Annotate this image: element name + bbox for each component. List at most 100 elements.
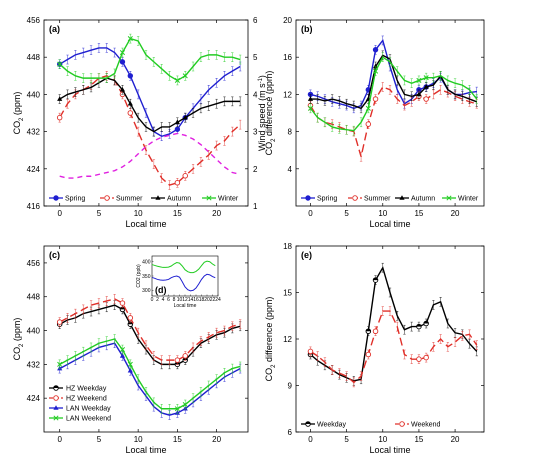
data-point	[182, 114, 188, 120]
legend-entry: HZ Weekend	[66, 396, 107, 403]
x-tick-label: 20	[212, 435, 221, 444]
data-point	[174, 126, 181, 132]
inset-y-axis-label: CO2 (ppb)	[136, 264, 142, 288]
y2-tick-label: 1	[253, 202, 258, 211]
inset-x-tick-label: 0	[151, 297, 154, 303]
series-line	[59, 298, 241, 361]
inset-y-tick-label: 300	[142, 288, 151, 294]
legend-marker-fill	[53, 385, 59, 388]
legend-entry: Spring	[317, 196, 337, 203]
y-tick-label: 6	[288, 428, 293, 437]
y-tick-label: 20	[283, 16, 292, 25]
x-tick-label: 5	[344, 435, 349, 444]
y-axis-label: CO2 (ppm)	[12, 318, 25, 361]
y-tick-label: 4	[288, 165, 293, 174]
legend-marker	[399, 195, 405, 200]
x-tick-label: 5	[97, 209, 102, 218]
y-tick-label: 12	[283, 335, 292, 344]
data-point	[127, 73, 134, 79]
data-point	[119, 347, 126, 353]
data-point	[57, 96, 63, 101]
data-point	[182, 173, 188, 179]
plot-frame	[295, 245, 485, 433]
inset-y-tick-label: 350	[142, 274, 151, 280]
data-point	[174, 406, 180, 412]
series-spring	[307, 35, 478, 114]
data-point	[56, 114, 63, 121]
x-tick-label: 20	[212, 209, 221, 218]
legend-marker	[399, 421, 405, 427]
series-hz-weekend	[56, 294, 242, 365]
series-line	[59, 342, 241, 416]
panel-label: (e)	[301, 250, 312, 260]
y-tick-label: 16	[283, 53, 292, 62]
data-point	[307, 96, 314, 101]
y-tick-label: 440	[27, 90, 41, 99]
x-axis-label: Local time	[125, 219, 166, 229]
data-point	[423, 84, 429, 89]
data-point	[423, 75, 429, 81]
data-point	[127, 100, 133, 106]
data-point	[119, 49, 126, 56]
y-tick-label: 432	[27, 360, 41, 369]
x-tick-label: 10	[134, 435, 143, 444]
legend-marker-fill	[305, 421, 311, 424]
legend-marker	[53, 395, 59, 401]
series-line	[59, 132, 241, 179]
x-tick-label: 0	[57, 435, 62, 444]
data-point	[372, 328, 379, 335]
y2-tick-label: 2	[253, 165, 258, 174]
data-point	[174, 357, 181, 363]
series-winter	[57, 33, 242, 86]
legend-entry: Autumn	[167, 196, 191, 203]
data-point-fill	[366, 328, 371, 332]
y2-tick-label: 6	[253, 16, 258, 25]
inset-x-tick-label: 12	[182, 297, 188, 303]
data-point	[174, 77, 180, 84]
series-line	[310, 310, 478, 384]
x-tick-label: 10	[378, 435, 387, 444]
legend-entry: LAN Weekend	[66, 416, 111, 423]
series-weekend	[307, 306, 478, 388]
y-tick-label: 12	[283, 90, 292, 99]
legend-entry: Weekend	[411, 422, 441, 429]
legend-entry: Summer	[116, 196, 143, 203]
plot-frame	[43, 245, 249, 433]
inset-x-tick-label: 4	[162, 297, 165, 303]
series-line	[310, 265, 478, 382]
inset-x-tick-label: 14	[188, 297, 194, 303]
series-autumn	[57, 73, 242, 137]
legend-entry: Spring	[65, 196, 85, 203]
data-point	[127, 110, 134, 116]
inset-x-tick-label: 24	[215, 297, 221, 303]
legend: Spring Summer Autumn Winter	[49, 195, 239, 203]
x-tick-label: 0	[308, 209, 313, 218]
data-point	[174, 119, 180, 125]
series-weekday	[307, 262, 478, 386]
data-point	[372, 96, 379, 102]
series-line	[59, 75, 241, 186]
inset-x-tick-label: 10	[177, 297, 183, 303]
series-line	[309, 56, 478, 132]
legend: Weekday Weekend	[301, 421, 441, 429]
legend-marker	[305, 195, 311, 201]
legend-entry: Winter	[218, 196, 239, 203]
legend-entry: HZ Weekday	[66, 386, 107, 393]
x-tick-label: 0	[57, 209, 62, 218]
y-tick-label: 9	[288, 382, 293, 391]
data-point	[365, 351, 372, 358]
data-point	[307, 348, 314, 355]
y-tick-label: 456	[27, 16, 41, 25]
legend-entry: Winter	[458, 196, 479, 203]
plot-frame	[295, 19, 485, 207]
x-axis-label: Local time	[369, 219, 410, 229]
data-point	[423, 354, 429, 361]
x-axis-label: Local time	[125, 445, 166, 455]
y-axis-label: CO2 difference (ppm)	[264, 71, 277, 156]
y-tick-label: 424	[27, 394, 41, 403]
series-line	[59, 338, 241, 410]
series-line	[310, 54, 478, 110]
